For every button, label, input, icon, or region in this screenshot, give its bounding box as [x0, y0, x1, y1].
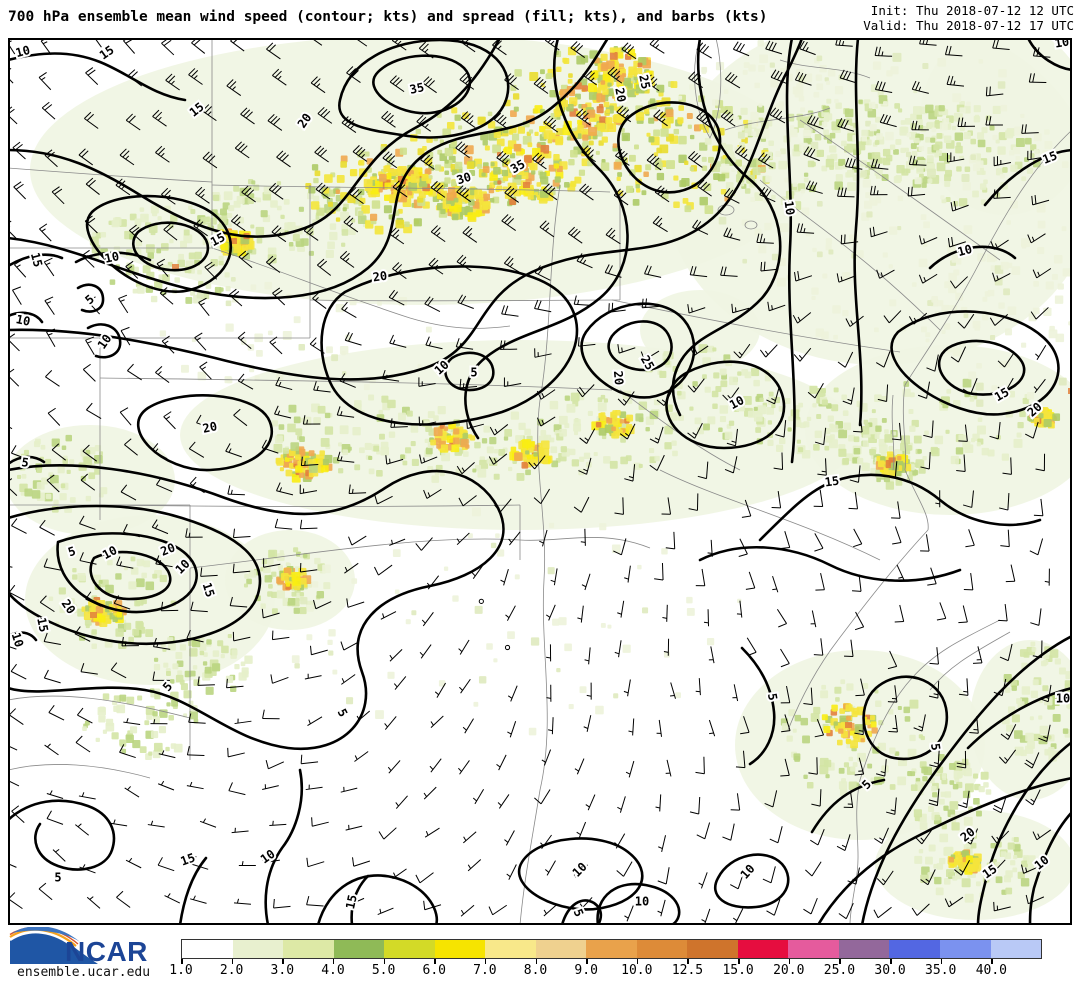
colorbar-tick-label: 20.0: [773, 963, 805, 978]
colorbar-tick-label: 3.0: [270, 963, 295, 978]
ncar-logo: NCAR: [9, 927, 148, 967]
colorbar-tick-label: 35.0: [925, 963, 957, 978]
colorbar-tick: [586, 959, 588, 964]
contour-label: 20: [372, 269, 388, 285]
colorbar-segment: [990, 940, 1042, 958]
colorbar-tick: [383, 959, 386, 964]
contour-label: 10: [1056, 692, 1070, 706]
colorbar-tick: [282, 959, 284, 964]
site-url: ensemble.ucar.edu: [17, 965, 151, 980]
colorbar-tick-label: 1.0: [169, 963, 193, 978]
colorbar-segment: [636, 940, 688, 958]
colorbar-segment: [182, 940, 233, 958]
colorbar-tick: [940, 959, 943, 964]
colorbar-tick-label: 2.0: [219, 963, 244, 978]
ncar-logo-upper: [12, 927, 80, 942]
colorbar-segment: [939, 940, 991, 958]
contour-label: 20: [612, 87, 628, 104]
colorbar-tick: [332, 959, 335, 964]
colorbar-segment: [434, 940, 486, 958]
colorbar-tick: [636, 959, 639, 964]
colorbar-labels: 1.0 2.0 3.0 4.0 5.0 6.0 7.0 8.0 9.0 10.0 12.5 15.0 2…: [169, 963, 1042, 981]
colorbar-segment: [687, 940, 738, 958]
colorbar-tick-label: 9.0: [574, 963, 598, 978]
map-area: 10 15 15 20 35 30 35 25 20 15 20 10 15 10 10 15 10 10 5 10 2…: [8, 38, 1072, 925]
colorbar-tick-label: 10.0: [621, 963, 653, 978]
colorbar-segment: [838, 940, 890, 958]
colorbar-tick-label: 40.0: [975, 963, 1007, 978]
ncar-logo-text: NCAR: [65, 936, 148, 967]
contour-label: 15: [200, 581, 218, 599]
colorbar-tick-label: 12.5: [671, 963, 704, 978]
ncar-logo-swoosh: [10, 932, 98, 964]
colorbar-tick-label: 15.0: [722, 963, 754, 978]
colorbar-segment: [535, 940, 587, 958]
colorbar-segment: [737, 940, 789, 958]
contour-label: 20: [201, 419, 218, 436]
wind-speed-contours: [8, 38, 1072, 925]
colorbar-segment: [586, 940, 637, 958]
contour-label: 5: [470, 366, 477, 380]
colorbar-tick-label: 8.0: [523, 963, 548, 978]
spread-colorbar: [181, 939, 1042, 959]
contour-label: 10: [782, 200, 798, 216]
contour-label: 5: [54, 871, 61, 885]
colorbar-tick: [231, 959, 234, 964]
contour-label: 30: [455, 170, 473, 188]
valid-timestamp: Valid: Thu 2018-07-12 17 UTC: [863, 18, 1074, 33]
colorbar-tick: [890, 959, 892, 964]
colorbar-segment: [384, 940, 435, 958]
geo-boundaries: [8, 38, 1072, 925]
contour-label: 10: [635, 895, 649, 909]
contour-label: 10: [103, 249, 120, 266]
footer-bar: NCAR ensemble.ucar.edu 1.0 2.0 3.0 4.0 5.0 6.…: [0, 925, 1080, 985]
colorbar-tick: [484, 959, 487, 964]
contour-label: 25: [636, 73, 653, 90]
colorbar-tick-label: 7.0: [473, 963, 497, 978]
contour-label: 10: [14, 43, 32, 60]
colorbar-tick-label: 5.0: [371, 963, 396, 978]
contour-label: 10: [956, 242, 974, 259]
contour-label: 15: [34, 616, 51, 633]
run-times: Init: Thu 2018-07-12 12 UTC Valid: Thu 2…: [863, 3, 1074, 33]
wind-barbs: [8, 38, 1052, 925]
colorbar-tick-label: 25.0: [823, 963, 856, 978]
ncar-logo-arc-white: [9, 931, 75, 948]
contour-label: 10: [9, 631, 27, 649]
colorbar-segment: [485, 940, 536, 958]
contour-label: 10: [15, 312, 32, 329]
contour-label: 20: [611, 370, 626, 386]
colorbar-segment: [232, 940, 284, 958]
init-timestamp: Init: Thu 2018-07-12 12 UTC: [870, 3, 1074, 18]
map-title: 700 hPa ensemble mean wind speed (contou…: [8, 9, 768, 25]
colorbar-tick: [687, 959, 689, 964]
contour-label: 15: [28, 251, 45, 269]
colorbar-tick: [839, 959, 841, 964]
colorbar-tick: [991, 959, 993, 964]
colorbar-segment: [283, 940, 334, 958]
colorbar-tick: [738, 959, 740, 964]
colorbar-segment: [889, 940, 940, 958]
colorbar-segment: [788, 940, 839, 958]
contour-label: 15: [824, 474, 840, 490]
colorbar-tick: [181, 959, 183, 964]
colorbar-tick-label: 30.0: [874, 963, 906, 978]
colorbar-tick: [535, 959, 538, 964]
map-frame: [8, 38, 1072, 925]
spread-fill-speckle: [16, 40, 1072, 903]
colorbar-tick-label: 4.0: [321, 963, 345, 978]
colorbar-tick: [434, 959, 436, 964]
contour-label: 35: [408, 80, 425, 97]
colorbar-segment: [333, 940, 385, 958]
colorbar-ticks: [181, 959, 1042, 964]
colorbar-tick-label: 6.0: [422, 963, 446, 978]
contour-label: 15: [343, 893, 360, 910]
colorbar-tick: [788, 959, 791, 964]
